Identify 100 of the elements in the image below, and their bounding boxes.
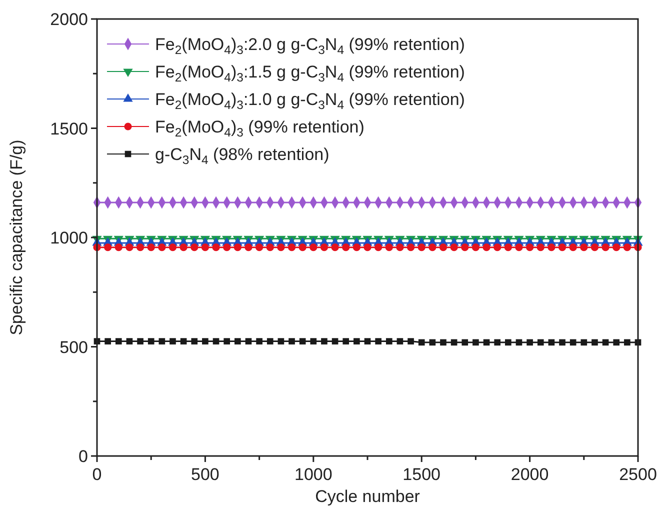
point [342, 244, 350, 252]
point [396, 244, 404, 252]
point [104, 244, 112, 252]
point [342, 338, 350, 344]
point [375, 338, 382, 344]
point [288, 244, 296, 252]
point [548, 244, 556, 252]
x-tick-label: 2000 [510, 465, 549, 484]
point [612, 244, 620, 252]
point [429, 339, 436, 346]
point [408, 338, 414, 344]
point [332, 338, 338, 344]
point [202, 338, 208, 344]
point [624, 339, 630, 346]
y-tick-label: 0 [78, 447, 88, 466]
point [201, 244, 209, 252]
y-axis-title: Specific capacitance (F/g) [7, 140, 26, 336]
point [515, 244, 523, 252]
legend-label: Fe$_{2}$(MoO$_{4}$)$_{3}$ (99% retention) [155, 118, 364, 140]
x-tick-label: 500 [191, 465, 220, 484]
point [537, 339, 544, 346]
point [137, 338, 144, 344]
text: Fe$_{2}$(MoO$_{4}$)$_{3}$:2.0 g g-C$_{3}$N$_{4}$ (99% retention) [155, 35, 465, 57]
point [569, 244, 577, 252]
point [158, 244, 166, 252]
x-tick-label: 0 [92, 465, 102, 484]
point [580, 339, 588, 346]
point [472, 244, 480, 252]
point [278, 338, 284, 344]
point [158, 338, 166, 344]
point [170, 338, 176, 344]
point [570, 339, 576, 346]
point [418, 339, 425, 346]
point [266, 338, 274, 344]
point [602, 244, 610, 252]
x-axis-title: Cycle number [315, 487, 420, 506]
point [104, 338, 111, 344]
point [548, 339, 555, 346]
point [320, 244, 328, 252]
point [580, 244, 588, 252]
point [482, 244, 490, 252]
text: Fe$_{2}$(MoO$_{4}$)$_{3}$:1.0 g g-C$_{3}$N$_{4}$ (99% retention) [155, 90, 465, 112]
point [623, 244, 631, 252]
point [504, 244, 512, 252]
point [147, 244, 155, 252]
point [115, 338, 122, 344]
point [234, 338, 241, 344]
point [266, 244, 274, 252]
point [536, 244, 544, 252]
x-tick-label: 1500 [402, 465, 441, 484]
point [483, 339, 490, 346]
point [386, 338, 392, 344]
point [234, 244, 242, 252]
point [148, 338, 154, 344]
point [310, 244, 318, 252]
point [472, 339, 479, 346]
point [331, 244, 339, 252]
x-tick-label: 2500 [619, 465, 657, 484]
point [256, 338, 262, 344]
y-tick-label: 500 [60, 338, 88, 357]
point [450, 339, 458, 346]
point [244, 244, 252, 252]
point [418, 244, 426, 252]
point [406, 244, 415, 252]
point [180, 244, 188, 252]
point [212, 244, 220, 252]
point [440, 339, 446, 346]
point [224, 338, 230, 344]
point [559, 339, 566, 346]
point [288, 338, 295, 344]
point [462, 339, 468, 346]
point [191, 338, 198, 344]
point [602, 339, 609, 346]
point [592, 339, 598, 346]
point [450, 244, 458, 252]
point [354, 338, 360, 344]
point [223, 244, 231, 252]
point [245, 338, 252, 344]
point [299, 338, 306, 344]
point [494, 244, 502, 252]
point [126, 244, 134, 252]
point [277, 244, 285, 252]
point [298, 244, 306, 252]
point [613, 339, 620, 346]
point [321, 338, 328, 344]
point [526, 339, 533, 346]
point [190, 244, 198, 252]
point [439, 244, 448, 252]
point [494, 339, 501, 346]
point [461, 244, 469, 252]
point [126, 338, 133, 344]
point [364, 338, 371, 344]
y-tick-label: 2000 [50, 10, 88, 29]
point [374, 244, 382, 252]
text: Fe$_{2}$(MoO$_{4}$)$_{3}$:1.5 g g-C$_{3}$N$_{4}$ (99% retention) [155, 62, 465, 84]
point [212, 338, 220, 344]
point [385, 244, 393, 252]
point [558, 244, 566, 252]
point [526, 244, 534, 252]
y-tick-label: 1000 [50, 228, 88, 248]
